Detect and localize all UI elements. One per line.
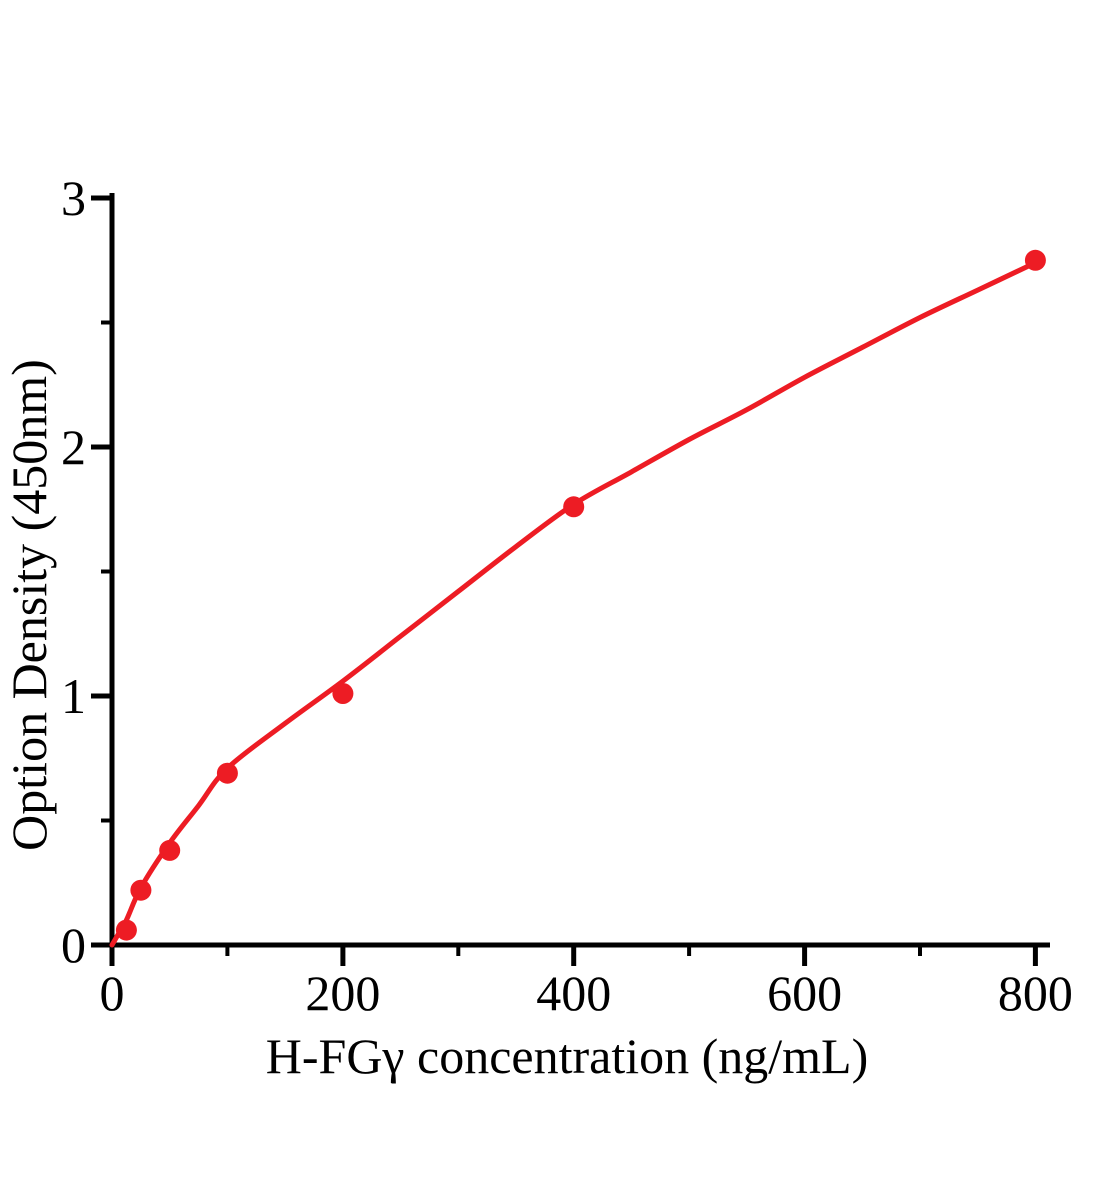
y-tick-label: 2 bbox=[61, 419, 86, 475]
x-tick-label: 0 bbox=[100, 965, 125, 1021]
data-point-25 bbox=[130, 879, 152, 901]
x-tick-label: 200 bbox=[305, 965, 380, 1021]
data-point-400 bbox=[563, 496, 585, 518]
y-tick-label: 1 bbox=[61, 668, 86, 724]
data-point-50 bbox=[159, 839, 181, 861]
data-point-200 bbox=[332, 683, 354, 704]
x-axis-title: H-FGγ concentration (ng/mL) bbox=[266, 1028, 869, 1084]
standard-curve-line bbox=[109, 260, 1038, 948]
data-point-800 bbox=[1024, 249, 1046, 271]
y-tick-label: 0 bbox=[61, 917, 86, 973]
x-tick-label: 400 bbox=[536, 965, 611, 1021]
x-tick-label: 800 bbox=[998, 965, 1073, 1021]
data-point-100 bbox=[216, 762, 238, 784]
data-point-12.5 bbox=[115, 919, 137, 941]
y-tick-label: 3 bbox=[61, 170, 86, 226]
x-tick-label: 600 bbox=[767, 965, 842, 1021]
y-axis-title: Option Density (450nm) bbox=[1, 359, 57, 851]
